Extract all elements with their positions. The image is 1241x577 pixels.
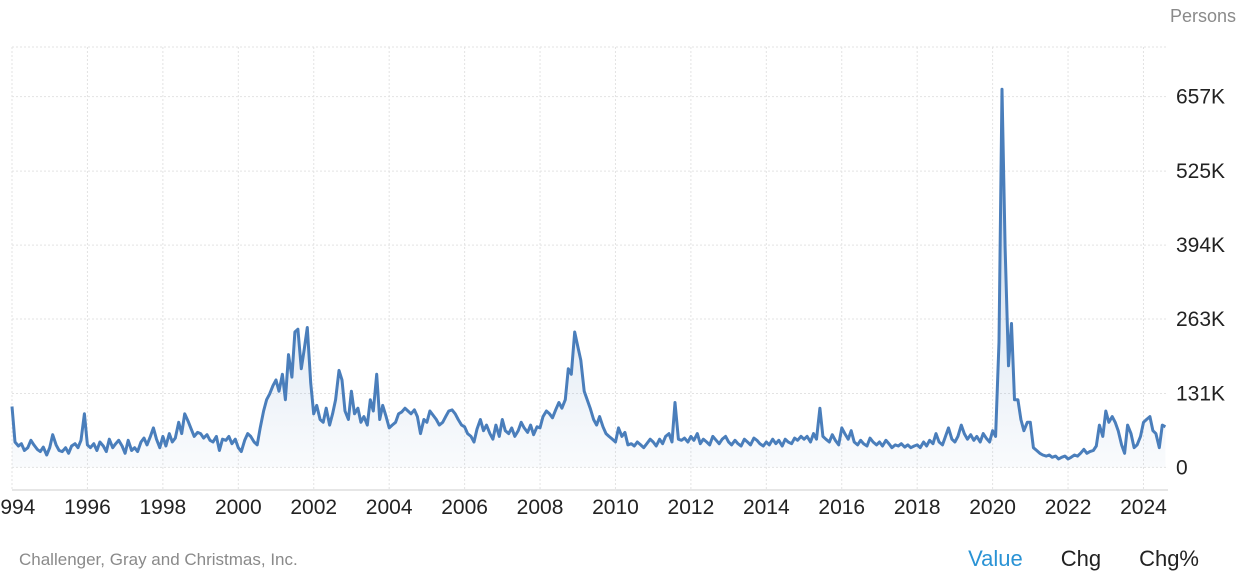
x-tick-label: 2006 xyxy=(441,496,488,519)
y-axis-ticks: 0 131K 263K 394K 525K 657K xyxy=(1176,86,1225,480)
x-tick-label: 2024 xyxy=(1120,496,1167,519)
tab-chg[interactable]: Chg xyxy=(1060,546,1102,571)
x-tick-label: 2008 xyxy=(517,496,564,519)
series-area xyxy=(12,89,1166,468)
x-tick-label: 1996 xyxy=(64,496,111,519)
tab-value[interactable]: Value xyxy=(968,546,1023,571)
y-tick-label: 657K xyxy=(1176,86,1225,109)
x-tick-label: 2014 xyxy=(743,496,790,519)
unit-label: Persons xyxy=(1169,6,1236,26)
series-line xyxy=(10,87,1167,461)
x-tick-label: 1994 xyxy=(0,496,36,519)
x-tick-label: 1998 xyxy=(140,496,187,519)
y-tick-label: 525K xyxy=(1176,160,1225,183)
y-tick-label: 0 xyxy=(1176,456,1188,479)
x-tick-label: 2012 xyxy=(668,496,715,519)
x-tick-label: 2004 xyxy=(366,496,413,519)
grid xyxy=(11,46,1168,490)
x-tick-label: 2020 xyxy=(969,496,1016,519)
y-tick-label: 394K xyxy=(1176,234,1225,257)
view-tabs: Value Chg Chg% xyxy=(930,546,1199,572)
x-tick-label: 2022 xyxy=(1045,496,1092,519)
source-label: Challenger, Gray and Christmas, Inc. xyxy=(19,550,298,569)
x-axis-ticks: 1994 1996 1998 2000 2002 2004 2006 2008 2010 2012… xyxy=(0,496,1167,519)
y-tick-label: 263K xyxy=(1176,308,1225,331)
tab-chg-percent[interactable]: Chg% xyxy=(1139,546,1199,571)
x-tick-label: 2002 xyxy=(290,496,337,519)
x-tick-label: 2016 xyxy=(818,496,865,519)
y-tick-label: 131K xyxy=(1176,382,1225,405)
x-tick-label: 2018 xyxy=(894,496,941,519)
x-tick-label: 2010 xyxy=(592,496,639,519)
x-tick-label: 2000 xyxy=(215,496,262,519)
